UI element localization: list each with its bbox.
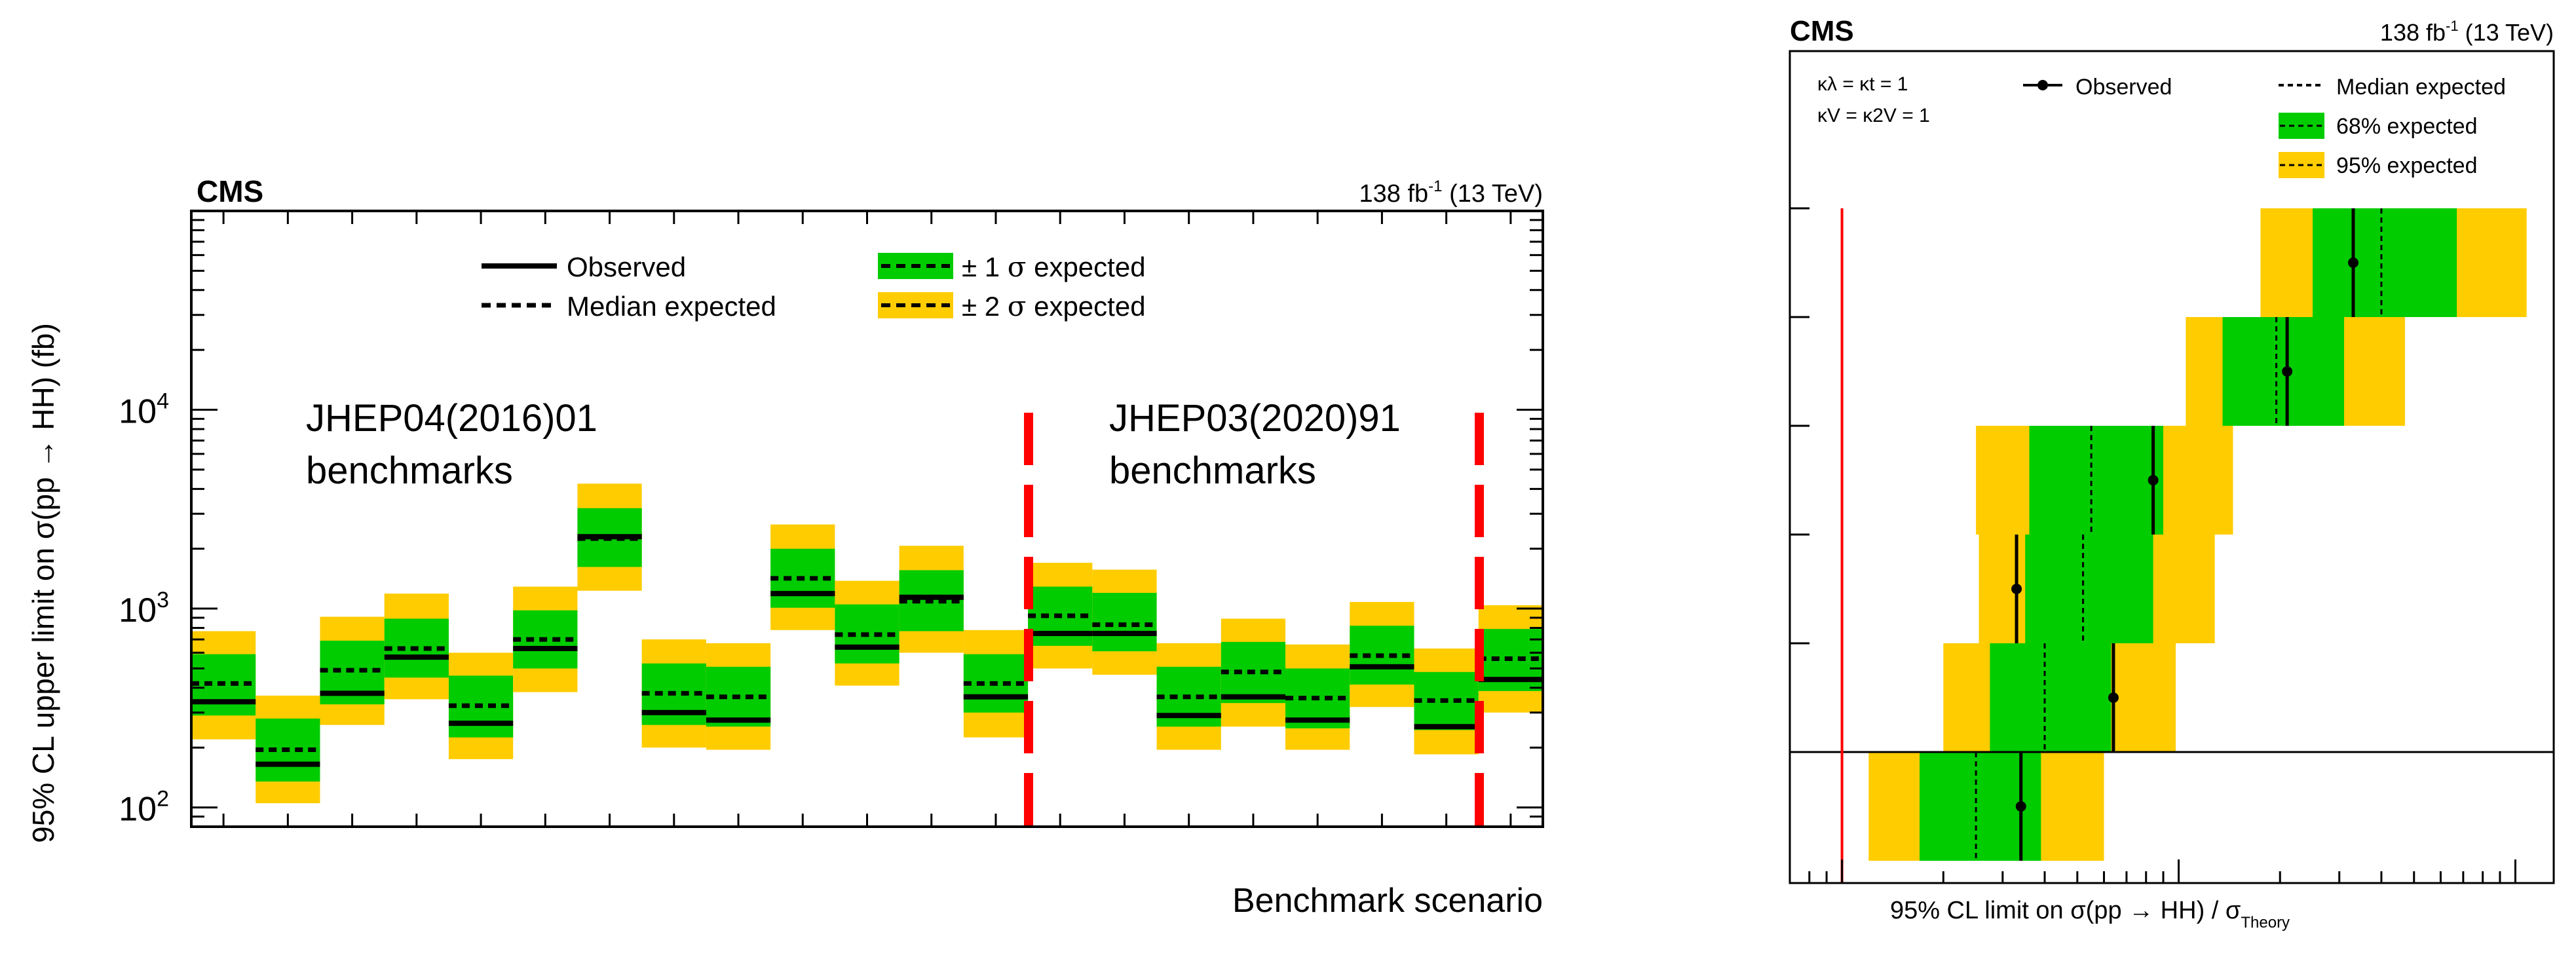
r-observed-marker-5 [2015, 801, 2026, 812]
r-observed-marker-3 [2011, 584, 2022, 594]
r-band-1sigma-3 [2025, 535, 2153, 643]
legend-2sigma-label: ± 2 σ expected [962, 290, 1146, 322]
left-legend: Observed Median expected ± 1 σ expected … [482, 251, 1146, 322]
kappa-label-1: κλ = κt = 1 [1817, 73, 1908, 95]
r-legend-median-label: Median expected [2336, 75, 2506, 100]
legend-1sigma-label: ± 1 σ expected [962, 251, 1146, 283]
left-cms-label: CMS [197, 174, 263, 208]
left-lines [191, 534, 1543, 767]
r-band-1sigma-4 [1990, 643, 2112, 752]
r-observed-marker-4 [2108, 692, 2119, 703]
y-tick-label-2: 102 [119, 787, 169, 829]
left-y-axis-label: 95% CL upper limit on σ(pp → HH) (fb) [26, 323, 60, 843]
r-legend-observed-marker [2037, 80, 2048, 90]
r-observed-marker-2 [2148, 475, 2159, 485]
annotation-jhep2016-line1: JHEP04(2016)01 [306, 397, 597, 440]
r-legend-observed-label: Observed [2075, 75, 2172, 100]
r-band-1sigma-0 [2313, 208, 2457, 317]
annotation-jhep2020-line2: benchmarks [1109, 449, 1316, 492]
right-x-axis-label: 95% CL limit on σ(pp → HH) / σTheory [1890, 897, 2290, 932]
left-y-tick-labels: 102 103 104 [119, 389, 169, 829]
left-lumi-label: 138 fb-1 (13 TeV) [1359, 178, 1544, 208]
legend-median-label: Median expected [567, 291, 776, 322]
right-legend: Observed Median expected 68% expected 95… [2023, 75, 2506, 178]
right-bands [1868, 208, 2527, 861]
y-tick-label-3: 103 [119, 588, 169, 630]
right-cms-label: CMS [1790, 15, 1854, 47]
r-legend-68-label: 68% expected [2336, 114, 2478, 139]
left-x-axis-label: Benchmark scenario [1232, 882, 1543, 920]
right-frame [1789, 50, 2555, 884]
r-observed-marker-0 [2347, 257, 2358, 268]
right-panel: CMS 138 fb-1 (13 TeV) κλ = κt = 1 κV = κ… [1789, 15, 2555, 932]
left-bands [191, 483, 1543, 804]
annotation-jhep2020-line1: JHEP03(2020)91 [1109, 397, 1401, 440]
band-1sigma-14 [1092, 593, 1157, 652]
annotation-jhep2016-line2: benchmarks [306, 449, 513, 492]
right-lines [1975, 208, 2383, 861]
kappa-label-2: κV = κ2V = 1 [1817, 105, 1930, 126]
y-tick-label-4: 104 [119, 389, 169, 431]
left-ticks [191, 211, 1543, 828]
legend-observed-label: Observed [567, 252, 686, 282]
right-plot-frame [1789, 50, 2555, 884]
left-panel: 102 103 104 CMS 138 fb-1 (13 TeV) 95% CL u… [26, 174, 1544, 920]
r-legend-95-label: 95% expected [2336, 153, 2478, 178]
r-band-1sigma-2 [2029, 426, 2164, 535]
right-lumi-label: 138 fb-1 (13 TeV) [2380, 18, 2554, 46]
r-observed-marker-1 [2282, 366, 2293, 377]
